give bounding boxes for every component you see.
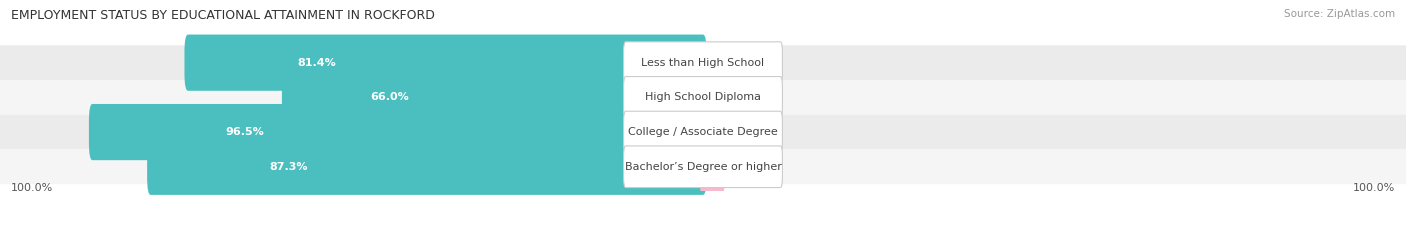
FancyBboxPatch shape <box>700 139 725 195</box>
Text: Less than High School: Less than High School <box>641 58 765 68</box>
Text: 87.3%: 87.3% <box>270 162 308 172</box>
Text: 2.9%: 2.9% <box>742 162 770 172</box>
Text: College / Associate Degree: College / Associate Degree <box>628 127 778 137</box>
Text: 0.0%: 0.0% <box>742 92 770 102</box>
FancyBboxPatch shape <box>624 146 783 188</box>
Text: 0.0%: 0.0% <box>742 58 770 68</box>
Text: 100.0%: 100.0% <box>1353 183 1396 193</box>
Text: Bachelor’s Degree or higher: Bachelor’s Degree or higher <box>624 162 782 172</box>
FancyBboxPatch shape <box>148 139 707 195</box>
FancyBboxPatch shape <box>0 115 1406 149</box>
Text: 96.5%: 96.5% <box>226 127 264 137</box>
FancyBboxPatch shape <box>700 104 741 160</box>
FancyBboxPatch shape <box>624 77 783 118</box>
Text: Source: ZipAtlas.com: Source: ZipAtlas.com <box>1284 9 1395 19</box>
FancyBboxPatch shape <box>0 80 1406 115</box>
Text: EMPLOYMENT STATUS BY EDUCATIONAL ATTAINMENT IN ROCKFORD: EMPLOYMENT STATUS BY EDUCATIONAL ATTAINM… <box>11 9 434 22</box>
FancyBboxPatch shape <box>0 149 1406 184</box>
Text: 66.0%: 66.0% <box>370 92 409 102</box>
Text: 81.4%: 81.4% <box>297 58 336 68</box>
FancyBboxPatch shape <box>89 104 707 160</box>
FancyBboxPatch shape <box>624 111 783 153</box>
Text: 100.0%: 100.0% <box>11 183 53 193</box>
FancyBboxPatch shape <box>281 69 707 126</box>
Text: 5.5%: 5.5% <box>755 127 783 137</box>
FancyBboxPatch shape <box>0 45 1406 80</box>
FancyBboxPatch shape <box>624 42 783 83</box>
FancyBboxPatch shape <box>184 34 707 91</box>
Text: High School Diploma: High School Diploma <box>645 92 761 102</box>
